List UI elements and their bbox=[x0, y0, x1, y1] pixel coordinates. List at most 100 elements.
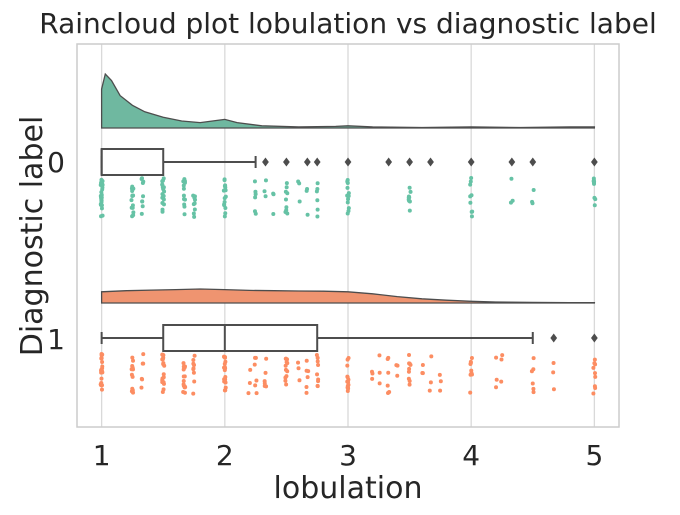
rain-point bbox=[99, 181, 104, 186]
box bbox=[162, 324, 319, 352]
rain-point bbox=[182, 385, 187, 390]
grid bbox=[100, 44, 596, 427]
y-tick-label: 0 bbox=[47, 146, 65, 179]
rain-point bbox=[271, 212, 276, 217]
rain-point bbox=[130, 355, 135, 360]
x-tick-labels: 1 2 3 4 5 bbox=[93, 439, 604, 472]
rain-point bbox=[406, 376, 411, 381]
rain-point bbox=[531, 390, 536, 395]
rain-point bbox=[223, 380, 228, 385]
rain-point bbox=[531, 187, 536, 192]
plot-groups bbox=[98, 72, 598, 396]
rain-point bbox=[394, 363, 399, 368]
rain-point bbox=[252, 179, 257, 184]
rain-point bbox=[551, 387, 556, 392]
rain-point bbox=[131, 358, 136, 363]
outlier-point bbox=[427, 157, 434, 167]
rain-point bbox=[182, 212, 187, 217]
plot-frame bbox=[76, 43, 620, 428]
rain-point bbox=[141, 352, 146, 357]
rain-point bbox=[345, 374, 350, 379]
rain-point bbox=[129, 198, 134, 203]
rain-point bbox=[160, 207, 165, 212]
rain-point bbox=[407, 208, 412, 213]
rain-point bbox=[345, 388, 350, 393]
rain-point bbox=[182, 202, 187, 207]
rain-point bbox=[283, 356, 288, 361]
box bbox=[100, 148, 165, 176]
rain-point bbox=[345, 384, 350, 389]
rain-point bbox=[262, 381, 267, 386]
rain-point bbox=[468, 182, 473, 187]
rain-point bbox=[271, 191, 276, 196]
rain-point bbox=[316, 379, 321, 384]
rain-point bbox=[551, 370, 556, 375]
rain-point bbox=[386, 370, 391, 375]
y-axis-label: Diagnostic label bbox=[15, 116, 50, 357]
rain-point bbox=[285, 361, 290, 366]
rain-point bbox=[129, 367, 134, 372]
rain-point bbox=[407, 185, 412, 190]
rain-point bbox=[181, 361, 186, 366]
rain-point bbox=[223, 185, 228, 190]
rain-point bbox=[192, 353, 197, 358]
rain-point bbox=[131, 186, 136, 191]
rain-point bbox=[253, 192, 258, 197]
rain-point bbox=[283, 367, 288, 372]
rain-point bbox=[531, 356, 536, 361]
rain-point bbox=[162, 189, 167, 194]
group-0 bbox=[98, 72, 598, 219]
rain-point bbox=[499, 357, 504, 362]
rain-point bbox=[345, 363, 350, 368]
rain-point bbox=[140, 361, 145, 366]
rain-point bbox=[253, 195, 258, 200]
rain-point bbox=[285, 191, 290, 196]
rain-point bbox=[297, 181, 302, 186]
rain-point bbox=[377, 353, 382, 358]
rain-point bbox=[222, 177, 227, 182]
rain-point bbox=[438, 388, 443, 393]
rain-point bbox=[377, 381, 382, 386]
rain-point bbox=[296, 366, 301, 371]
rain-point bbox=[161, 176, 166, 181]
rain-point bbox=[130, 203, 135, 208]
rain-point bbox=[284, 382, 289, 387]
rain-point bbox=[408, 189, 413, 194]
rain-point bbox=[346, 197, 351, 202]
rain-point bbox=[140, 377, 145, 382]
outlier-point bbox=[406, 157, 413, 167]
rain-point bbox=[469, 356, 474, 361]
rain-point bbox=[99, 376, 104, 381]
rain-point bbox=[100, 369, 105, 374]
rain-point bbox=[315, 359, 320, 364]
rain-point bbox=[129, 372, 134, 377]
rain-point bbox=[592, 181, 597, 186]
rain-point bbox=[468, 361, 473, 366]
x-tick-label: 3 bbox=[339, 439, 357, 472]
rain-point bbox=[99, 387, 104, 392]
rain-point bbox=[469, 209, 474, 214]
rain-point bbox=[131, 213, 136, 218]
rain-point bbox=[139, 211, 144, 216]
rain-point bbox=[193, 197, 198, 202]
rain-point bbox=[591, 391, 596, 396]
rain-point bbox=[161, 375, 166, 380]
x-tick-label: 4 bbox=[462, 439, 480, 472]
rain-point bbox=[438, 379, 443, 384]
rain-point bbox=[253, 383, 258, 388]
rain-point bbox=[370, 376, 375, 381]
rain-point bbox=[223, 375, 228, 380]
rain-point bbox=[407, 353, 412, 358]
outlier-point bbox=[550, 333, 558, 343]
rain-point bbox=[140, 199, 145, 204]
rain-point bbox=[593, 197, 598, 202]
rain-point bbox=[222, 214, 227, 219]
rain-point bbox=[248, 367, 253, 372]
rain-point bbox=[315, 383, 320, 388]
rain-point bbox=[160, 200, 165, 205]
rain-point bbox=[160, 357, 165, 362]
rain-point bbox=[246, 391, 251, 396]
rain-point bbox=[346, 380, 351, 385]
rain-point bbox=[161, 362, 166, 367]
